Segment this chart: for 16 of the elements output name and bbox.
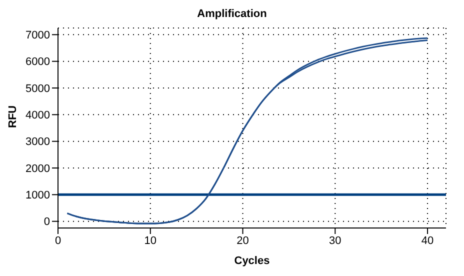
y-tick-label: 3000 [26, 136, 50, 148]
x-tick-label: 40 [421, 234, 434, 247]
x-tick-label: 0 [54, 234, 62, 247]
x-tick-label: 10 [144, 234, 157, 247]
x-axis-title: Cycles [234, 255, 270, 267]
y-tick-label: 7000 [26, 30, 50, 42]
chart-title: Amplification [196, 8, 268, 22]
x-tick-label: 20 [236, 234, 249, 247]
y-tick-label: 6000 [26, 56, 50, 68]
y-tick-label: 5000 [26, 82, 50, 95]
y-tick-label: 4000 [26, 110, 50, 122]
y-tick-label: 2000 [26, 162, 50, 175]
y-tick-label: 1000 [26, 190, 50, 202]
x-tick-label: 30 [329, 234, 342, 247]
y-tick-label: 0 [44, 216, 50, 228]
y-axis-title: RFU [6, 105, 19, 128]
